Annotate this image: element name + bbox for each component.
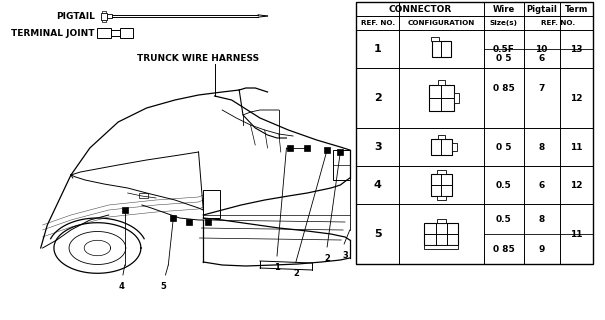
Text: 8: 8: [538, 214, 544, 223]
Bar: [338, 149, 343, 155]
Bar: [102, 11, 106, 12]
Bar: [122, 207, 128, 213]
Text: 0.5: 0.5: [496, 180, 512, 189]
Bar: [429, 85, 454, 111]
Text: 0.5: 0.5: [496, 214, 512, 223]
Text: 4: 4: [374, 180, 382, 190]
Text: 0 85: 0 85: [493, 84, 515, 93]
Text: 0 5: 0 5: [496, 142, 512, 151]
Text: 13: 13: [570, 44, 583, 53]
Text: 7: 7: [538, 84, 545, 93]
Bar: [425, 223, 459, 245]
Text: 3: 3: [342, 251, 348, 260]
Bar: [432, 41, 451, 57]
Text: 5: 5: [374, 229, 382, 239]
Text: 2: 2: [293, 269, 299, 278]
Bar: [203, 190, 220, 218]
Text: 0 5: 0 5: [496, 54, 512, 63]
Bar: [333, 150, 350, 180]
Text: 9: 9: [538, 244, 545, 253]
Text: 1: 1: [374, 44, 382, 54]
Text: 11: 11: [570, 142, 583, 151]
Text: 10: 10: [535, 44, 548, 53]
Bar: [452, 143, 457, 151]
Bar: [287, 145, 293, 151]
Text: 6: 6: [538, 180, 544, 189]
Bar: [356, 2, 593, 264]
Text: 0.5F: 0.5F: [493, 44, 515, 53]
Bar: [186, 219, 192, 225]
Text: 1: 1: [274, 263, 280, 272]
Bar: [431, 139, 452, 155]
Text: Term: Term: [564, 4, 588, 13]
Text: REF. NO.: REF. NO.: [541, 20, 575, 26]
Bar: [102, 20, 106, 21]
Text: REF. NO.: REF. NO.: [361, 20, 394, 26]
Bar: [324, 147, 330, 153]
Text: 2: 2: [324, 254, 330, 263]
Text: 0 85: 0 85: [493, 244, 515, 253]
Text: 5: 5: [161, 282, 166, 291]
Bar: [97, 28, 111, 38]
Bar: [431, 37, 439, 41]
Bar: [437, 196, 446, 200]
Bar: [139, 193, 148, 198]
Bar: [304, 145, 310, 151]
Bar: [431, 174, 452, 196]
Bar: [454, 93, 459, 103]
Text: 11: 11: [570, 229, 583, 238]
Text: 3: 3: [374, 142, 382, 152]
Text: 2: 2: [374, 93, 382, 103]
Bar: [437, 170, 446, 174]
Text: 4: 4: [118, 282, 124, 291]
Bar: [107, 14, 111, 18]
Bar: [437, 135, 445, 139]
Text: Pigtail: Pigtail: [526, 4, 557, 13]
Text: 6: 6: [538, 54, 544, 63]
Text: Wire: Wire: [492, 4, 515, 13]
Text: 12: 12: [570, 180, 583, 189]
Text: CONFIGURATION: CONFIGURATION: [408, 20, 475, 26]
Bar: [120, 28, 133, 38]
Text: TRUNCK WIRE HARNESS: TRUNCK WIRE HARNESS: [137, 53, 260, 62]
Bar: [437, 219, 446, 223]
Text: Size(s): Size(s): [490, 20, 518, 26]
Bar: [111, 30, 120, 36]
Text: PIGTAIL: PIGTAIL: [56, 12, 94, 20]
Text: CONNECTOR: CONNECTOR: [388, 4, 452, 13]
Text: TERMINAL JOINT: TERMINAL JOINT: [11, 28, 94, 37]
Text: 8: 8: [538, 142, 544, 151]
Bar: [101, 12, 107, 20]
Bar: [425, 245, 459, 249]
Bar: [170, 215, 176, 221]
Text: 12: 12: [570, 93, 583, 102]
Bar: [437, 80, 445, 85]
Bar: [205, 219, 211, 225]
